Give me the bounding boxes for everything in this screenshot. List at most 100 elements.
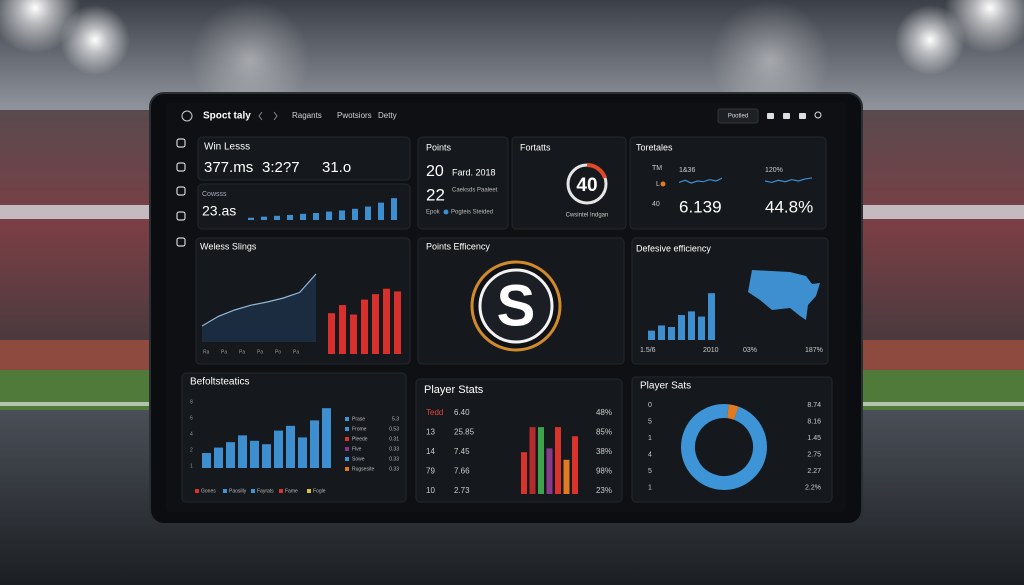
bar bbox=[298, 437, 307, 468]
light bbox=[895, 5, 965, 75]
panel bbox=[417, 136, 509, 230]
bar bbox=[248, 217, 254, 220]
legend-swatch bbox=[223, 489, 227, 493]
bar bbox=[326, 211, 332, 220]
cell: 23% bbox=[596, 486, 612, 495]
bar bbox=[668, 327, 675, 340]
light bbox=[0, 0, 80, 53]
bar bbox=[555, 427, 561, 494]
cell: 7.66 bbox=[454, 467, 470, 476]
legend-value: 5.3 bbox=[392, 416, 399, 422]
bar bbox=[546, 448, 553, 494]
stat-value: 31.o bbox=[322, 159, 351, 176]
cell: 13 bbox=[426, 428, 435, 437]
sidebar-icon[interactable] bbox=[176, 138, 186, 148]
search-icon[interactable] bbox=[814, 111, 822, 119]
row-value: 2.27 bbox=[807, 468, 821, 475]
bar bbox=[350, 314, 357, 354]
gauge-value: 40 bbox=[576, 175, 597, 196]
legend-item: Pogteis Steided bbox=[451, 210, 493, 216]
legend-name: Pleede bbox=[352, 436, 368, 442]
bar bbox=[313, 213, 319, 220]
bar bbox=[339, 305, 346, 354]
axis-label: 4 bbox=[190, 431, 193, 437]
bar bbox=[365, 206, 371, 220]
bar bbox=[238, 435, 247, 468]
legend-swatch bbox=[345, 437, 349, 441]
toolbar-icon[interactable] bbox=[767, 113, 774, 119]
x-label: 2010 bbox=[703, 347, 719, 354]
sparkline bbox=[678, 177, 723, 184]
x-label: Pa bbox=[257, 349, 263, 355]
cell: 14 bbox=[426, 447, 435, 456]
legend-name: Sowe bbox=[352, 456, 365, 462]
app-name: Spoct taly bbox=[203, 111, 251, 122]
area-line bbox=[201, 273, 317, 327]
panel-title: Points Efficency bbox=[426, 241, 490, 251]
legend-name: Fayrats bbox=[257, 488, 274, 494]
legend-swatch bbox=[345, 447, 349, 451]
nav-item[interactable]: Detty bbox=[378, 111, 397, 120]
nav-item[interactable]: Ragants bbox=[292, 111, 322, 120]
sidebar-icon[interactable] bbox=[176, 237, 186, 247]
bar bbox=[658, 325, 665, 340]
stat-value: 23.as bbox=[202, 203, 236, 219]
bar bbox=[688, 311, 695, 340]
gauge-arc bbox=[586, 163, 607, 179]
row-label: 0 bbox=[648, 402, 652, 409]
button[interactable] bbox=[717, 108, 759, 124]
sidebar-icon[interactable] bbox=[176, 211, 186, 221]
bar bbox=[352, 208, 358, 220]
dashboard: Spoct taly Ragants Pwotsiors Detty Pootled Wi… bbox=[176, 108, 833, 503]
x-label: 03% bbox=[743, 347, 757, 354]
toolbar-icon[interactable] bbox=[783, 113, 790, 119]
bar bbox=[202, 453, 211, 468]
bar bbox=[678, 315, 685, 340]
forward-icon[interactable] bbox=[273, 111, 278, 121]
logo-letter: S bbox=[497, 273, 536, 338]
area-line-area bbox=[202, 274, 316, 342]
panel-title: Defesive efficiency bbox=[636, 243, 711, 253]
bar bbox=[708, 293, 715, 340]
row-label: 5 bbox=[648, 468, 652, 475]
cell: 48% bbox=[596, 408, 612, 417]
legend-name: Frome bbox=[352, 426, 367, 432]
stands-left bbox=[0, 110, 175, 340]
sidebar-icon[interactable] bbox=[176, 162, 186, 172]
cell: Tedd bbox=[426, 408, 443, 417]
cell: 2.73 bbox=[454, 486, 470, 495]
stands-rail bbox=[850, 205, 1024, 219]
x-label: Po bbox=[275, 349, 281, 355]
axis-label: 1 bbox=[190, 463, 193, 469]
logo-inner bbox=[478, 268, 554, 344]
bar bbox=[328, 313, 335, 354]
toolbar-icon[interactable] bbox=[799, 113, 806, 119]
cell: 10 bbox=[426, 486, 435, 495]
panel-title: Toretales bbox=[636, 142, 673, 152]
nav-item[interactable]: Pwotsiors bbox=[337, 111, 372, 120]
row-label: 4 bbox=[648, 451, 652, 458]
legend-swatch bbox=[345, 417, 349, 421]
side-label: 40 bbox=[652, 201, 660, 208]
legend-name: Paosilly bbox=[229, 488, 247, 494]
bar bbox=[214, 447, 223, 468]
sidebar-icon[interactable] bbox=[176, 186, 186, 196]
panel-title: Befoltsteatics bbox=[190, 377, 249, 388]
note: Caeksds Paaleet bbox=[452, 188, 498, 194]
app-icon bbox=[181, 110, 193, 122]
panel bbox=[415, 378, 623, 503]
legend-value: 0.53 bbox=[389, 426, 399, 432]
bar bbox=[383, 288, 390, 354]
light bbox=[190, 0, 310, 120]
panel-title: Win Lesss bbox=[204, 142, 250, 153]
x-label: 187% bbox=[805, 347, 823, 354]
legend-value: 0.31 bbox=[389, 436, 399, 442]
legend-name: Gones bbox=[201, 488, 216, 494]
bar bbox=[391, 198, 397, 220]
row-label: 1 bbox=[648, 435, 652, 442]
bar bbox=[274, 430, 283, 468]
back-icon[interactable] bbox=[258, 111, 263, 121]
panel bbox=[629, 136, 827, 230]
legend-value: 0.33 bbox=[389, 466, 399, 472]
